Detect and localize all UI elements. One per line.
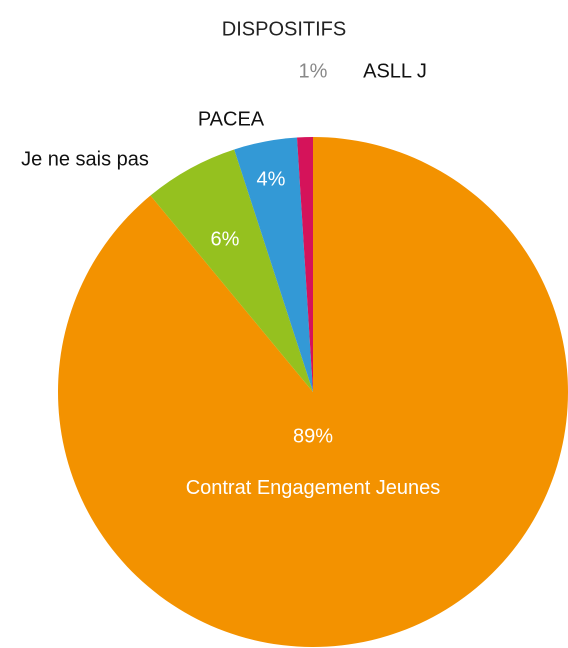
value-label: 4% (257, 168, 286, 190)
category-label: ASLL J (363, 60, 427, 82)
pie-slice (58, 137, 568, 647)
category-label: Je ne sais pas (21, 148, 149, 170)
chart-title: DISPOSITIFS (222, 18, 346, 40)
category-label: Contrat Engagement Jeunes (185, 477, 441, 499)
value-label: 6% (211, 228, 240, 250)
category-label: PACEA (198, 108, 265, 130)
pie-slice (150, 149, 313, 392)
pie-slice (234, 137, 313, 392)
value-label: 1% (299, 60, 328, 82)
pie-slice (296, 137, 313, 392)
value-label: 89% (293, 425, 333, 447)
